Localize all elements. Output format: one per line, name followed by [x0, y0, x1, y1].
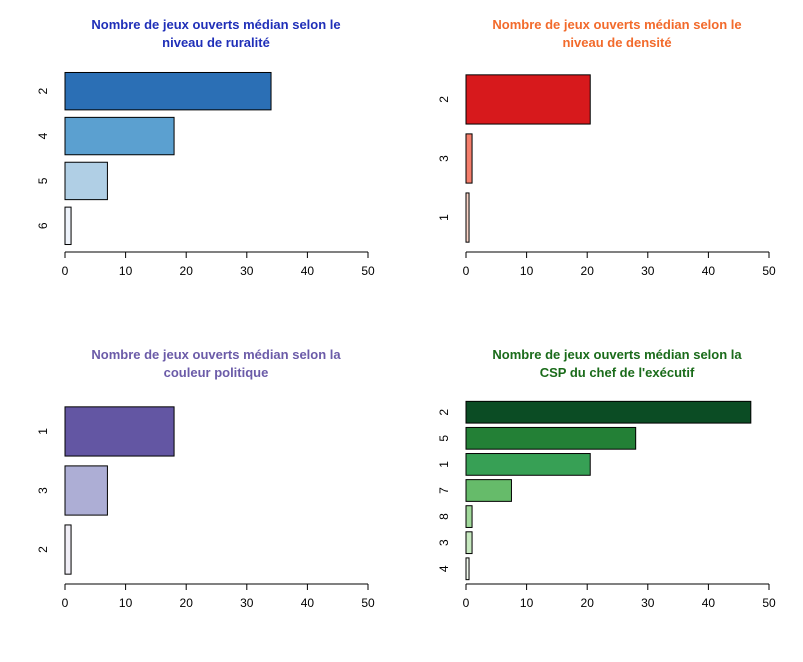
bar	[64, 161, 108, 201]
x-tick-label: 10	[119, 264, 133, 278]
bar	[465, 400, 752, 424]
x-tick-label: 30	[240, 596, 254, 610]
x-tick-label: 0	[62, 264, 69, 278]
x-tick-label: 0	[463, 596, 470, 610]
x-tick-label: 30	[240, 264, 254, 278]
x-tick-label: 30	[641, 264, 655, 278]
category-label: 3	[437, 539, 451, 546]
x-tick-label: 40	[301, 596, 315, 610]
bar	[465, 453, 591, 476]
category-label: 7	[437, 487, 451, 494]
category-label: 3	[437, 155, 451, 162]
bar	[64, 206, 72, 246]
category-label: 4	[36, 132, 50, 139]
chart-panel-2: Nombre de jeux ouverts médian selon le ni…	[437, 17, 776, 278]
category-label: 1	[437, 461, 451, 468]
x-tick-label: 40	[301, 264, 315, 278]
x-tick-label: 20	[581, 596, 595, 610]
x-tick-label: 20	[180, 264, 194, 278]
bar	[465, 479, 512, 502]
x-tick-label: 10	[520, 264, 534, 278]
category-label: 2	[36, 546, 50, 553]
bar	[64, 116, 175, 156]
x-tick-label: 50	[361, 596, 375, 610]
bar	[465, 557, 470, 581]
chart-title-line: Nombre de jeux ouverts médian selon le	[91, 17, 340, 32]
x-tick-label: 50	[762, 596, 776, 610]
x-tick-label: 50	[361, 264, 375, 278]
bar	[465, 74, 591, 125]
category-label: 5	[437, 435, 451, 442]
chart-title-line: Nombre de jeux ouverts médian selon le	[492, 17, 741, 32]
category-label: 4	[437, 565, 451, 572]
chart-title-line: CSP du chef de l'exécutif	[540, 365, 695, 380]
chart-title-line: Nombre de jeux ouverts médian selon la	[91, 347, 341, 362]
chart-title-line: Nombre de jeux ouverts médian selon la	[492, 347, 742, 362]
category-label: 6	[36, 222, 50, 229]
category-label: 5	[36, 177, 50, 184]
category-label: 3	[36, 487, 50, 494]
category-label: 2	[36, 88, 50, 95]
category-label: 8	[437, 513, 451, 520]
x-tick-label: 10	[520, 596, 534, 610]
bar	[64, 406, 175, 457]
category-label: 2	[437, 96, 451, 103]
x-tick-label: 20	[180, 596, 194, 610]
x-tick-label: 40	[702, 264, 716, 278]
chart-title-line: niveau de ruralité	[162, 35, 270, 50]
bar	[465, 192, 470, 243]
chart-panel-4: Nombre de jeux ouverts médian selon la CS…	[437, 347, 776, 610]
bar	[64, 524, 72, 575]
x-tick-label: 30	[641, 596, 655, 610]
chart-title-line: couleur politique	[164, 365, 269, 380]
bar	[465, 531, 473, 555]
x-tick-label: 0	[463, 264, 470, 278]
category-label: 1	[437, 214, 451, 221]
category-label: 1	[36, 428, 50, 435]
bar	[465, 133, 473, 184]
chart-panel-1: Nombre de jeux ouverts médian selon le ni…	[36, 17, 375, 278]
x-tick-label: 40	[702, 596, 716, 610]
x-tick-label: 0	[62, 596, 69, 610]
bar	[64, 465, 108, 516]
x-tick-label: 20	[581, 264, 595, 278]
bar	[465, 426, 637, 450]
category-label: 2	[437, 409, 451, 416]
x-tick-label: 10	[119, 596, 133, 610]
x-tick-label: 50	[762, 264, 776, 278]
bar	[64, 71, 272, 111]
chart-panel-3: Nombre de jeux ouverts médian selon la co…	[36, 347, 375, 610]
chart-title-line: niveau de densité	[562, 35, 671, 50]
bar	[465, 505, 473, 528]
